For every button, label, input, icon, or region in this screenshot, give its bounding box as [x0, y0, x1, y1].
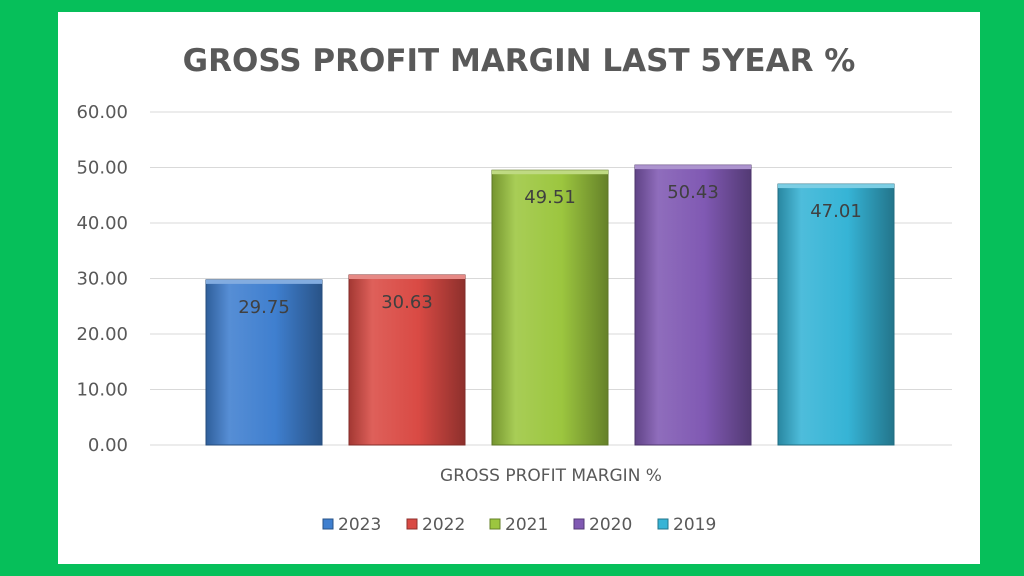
y-tick-label: 0.00 — [88, 435, 128, 456]
legend-label-2020: 2020 — [589, 515, 632, 535]
bar-2020 — [634, 164, 752, 446]
legend-swatch-2021 — [489, 518, 501, 530]
bar-2022 — [348, 274, 466, 446]
bar-top-highlight — [492, 170, 608, 175]
data-label-2021: 49.51 — [524, 187, 576, 208]
bar-top-highlight — [349, 275, 465, 280]
legend-swatch-2020 — [573, 518, 585, 530]
bars — [205, 164, 895, 446]
y-axis: 0.00 10.00 20.00 30.00 40.00 50.00 60.00 — [76, 102, 128, 456]
data-label-2022: 30.63 — [381, 292, 433, 313]
y-tick-label: 30.00 — [76, 269, 128, 290]
data-labels: 29.75 30.63 49.51 50.43 47.01 — [238, 182, 862, 318]
bar-top-highlight — [778, 184, 894, 189]
y-tick-label: 50.00 — [76, 158, 128, 179]
bar-chart: GROSS PROFIT MARGIN LAST 5YEAR % 0.00 10.… — [76, 43, 952, 535]
y-tick-label: 40.00 — [76, 213, 128, 234]
legend-swatch-2019 — [657, 518, 669, 530]
x-axis-category-label: GROSS PROFIT MARGIN % — [440, 466, 662, 486]
bar-2021 — [491, 169, 609, 446]
y-tick-label: 60.00 — [76, 102, 128, 123]
legend-swatch-2023 — [322, 518, 334, 530]
legend-label-2019: 2019 — [673, 515, 716, 535]
y-tick-label: 10.00 — [76, 380, 128, 401]
legend-label-2023: 2023 — [338, 515, 381, 535]
data-label-2020: 50.43 — [667, 182, 719, 203]
bar-2023 — [205, 279, 323, 446]
bar-2019 — [777, 183, 895, 446]
y-tick-label: 20.00 — [76, 324, 128, 345]
bar-top-highlight — [635, 165, 751, 170]
data-label-2023: 29.75 — [238, 297, 290, 318]
legend-label-2022: 2022 — [422, 515, 465, 535]
legend: 2023 2022 2021 2020 2019 — [322, 515, 716, 535]
legend-label-2021: 2021 — [505, 515, 548, 535]
bar-top-highlight — [206, 279, 322, 284]
legend-swatch-2022 — [406, 518, 418, 530]
data-label-2019: 47.01 — [810, 201, 862, 222]
chart-frame: GROSS PROFIT MARGIN LAST 5YEAR % 0.00 10.… — [58, 12, 980, 564]
chart-title: GROSS PROFIT MARGIN LAST 5YEAR % — [183, 43, 856, 79]
